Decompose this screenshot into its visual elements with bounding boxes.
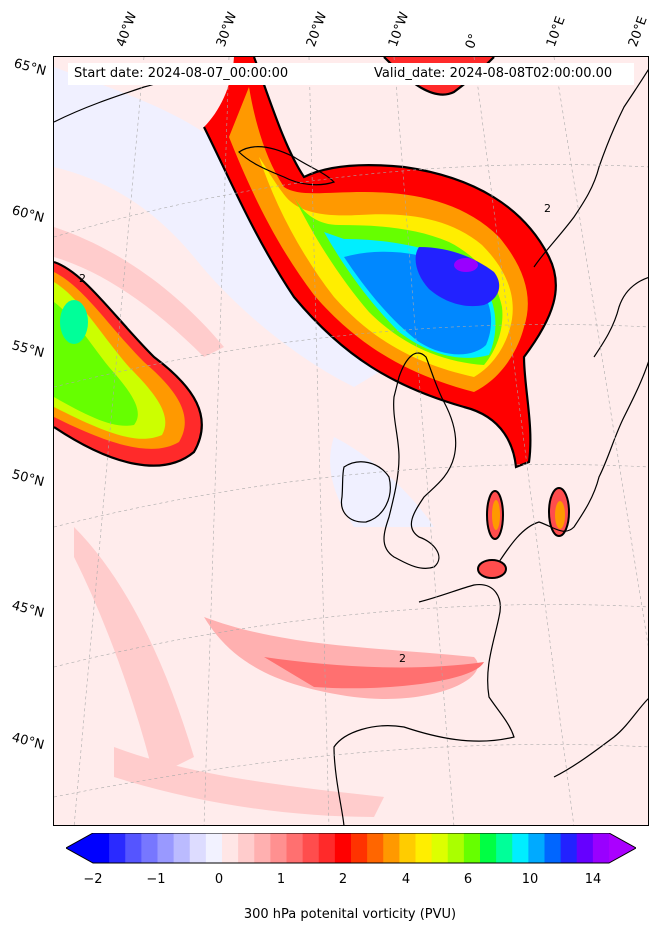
lon-label: 10°E: [543, 14, 569, 50]
graticule: [54, 57, 648, 825]
lon-label: 10°W: [385, 10, 413, 49]
colorbar-segment: [544, 833, 562, 863]
contour-label: 2: [399, 652, 406, 665]
colorbar-tick: 1: [276, 872, 286, 887]
colorbar-segment: [125, 833, 142, 863]
colorbar-segment: [367, 833, 384, 863]
low-pv-region-uk: [330, 437, 434, 527]
main-pv-trough-core: [415, 247, 500, 307]
lat-label: 50°N: [10, 467, 46, 491]
lon-label: 0°: [462, 31, 483, 51]
colorbar-segment: [496, 833, 513, 863]
colorbar-tick: −2: [83, 872, 103, 887]
pv-streak-nw: [54, 227, 224, 357]
lon-label: 30°W: [213, 10, 241, 49]
norway-coast: [533, 69, 648, 268]
pv-cutoff-north-sea-core: [492, 500, 500, 530]
colorbar: [66, 833, 636, 864]
colorbar-tick: −1: [146, 872, 166, 887]
coastlines: [54, 69, 648, 825]
colorbar-segment: [205, 833, 223, 863]
western-pv-max: [60, 300, 88, 344]
colorbar-segment: [93, 833, 110, 863]
ireland-coast: [340, 461, 391, 523]
colorbar-segment: [270, 833, 287, 863]
colorbar-tick: 10: [521, 872, 539, 887]
colorbar-segment: [383, 833, 400, 863]
pv-streak-core: [264, 657, 484, 689]
colorbar-segment: [592, 833, 610, 863]
colorbar-segment: [351, 833, 368, 863]
contour-label: 2: [544, 202, 551, 215]
colorbar-segment: [318, 833, 336, 863]
lon-label: 20°W: [303, 10, 331, 49]
start-date-label: Start date: 2024-08-07_00:00:00: [74, 66, 289, 81]
pv-maximum: [454, 258, 478, 272]
colorbar-segment: [463, 833, 481, 863]
france-iberia-coast: [333, 584, 515, 825]
colorbar-segment: [173, 833, 191, 863]
colorbar-tick: 0: [214, 872, 224, 887]
lat-label: 55°N: [10, 338, 46, 362]
colorbar-segment: [254, 833, 271, 863]
mediterranean-coast: [553, 698, 648, 778]
lat-label: 40°N: [10, 730, 46, 754]
colorbar-under-arrow: [66, 833, 93, 863]
lat-label: 45°N: [10, 598, 46, 622]
great-britain-coast: [383, 352, 457, 569]
colorbar-tick: 4: [401, 872, 411, 887]
north-europe-coast: [498, 361, 648, 563]
colorbar-segment: [399, 833, 416, 863]
colorbar-tick: 2: [338, 872, 348, 887]
iceland-coast: [238, 145, 336, 186]
colorbar-tick: 6: [463, 872, 473, 887]
colorbar-segment: [302, 833, 320, 863]
pv-streak-south: [114, 747, 384, 817]
lat-label: 65°N: [12, 56, 48, 80]
pv-field-map: 2 2 2: [54, 57, 648, 825]
colorbar-segment: [576, 833, 594, 863]
colorbar-segment: [528, 833, 545, 863]
colorbar-outline: [66, 833, 636, 864]
colorbar-segment: [480, 833, 497, 863]
pv-cutoff-channel: [477, 559, 507, 579]
colorbar-segment: [157, 833, 175, 863]
lon-label: 20°E: [625, 14, 651, 50]
lat-label: 60°N: [10, 203, 46, 227]
pv-streak-west: [74, 527, 194, 777]
colorbar-segment: [109, 833, 126, 863]
valid-date-label: Valid_date: 2024-08-08T02:00:00.00: [374, 66, 613, 81]
sweden-coast: [593, 277, 648, 358]
colorbar-segment: [222, 833, 239, 863]
colorbar-segment: [189, 833, 207, 863]
colorbar-segment: [415, 833, 433, 863]
lon-label: 40°W: [113, 10, 141, 49]
colorbar-segment: [560, 833, 578, 863]
colorbar-over-arrow: [609, 833, 636, 863]
colorbar-segment: [334, 833, 352, 863]
colorbar-segment: [512, 833, 529, 863]
colorbar-segment: [238, 833, 255, 863]
pv-2-contour-west: [54, 260, 203, 467]
contour-label: 2: [79, 272, 86, 285]
pv-cutoff-baltic-core: [555, 501, 565, 529]
header-band: [68, 63, 634, 85]
colorbar-segment: [447, 833, 465, 863]
colorbar-tick: 14: [584, 872, 602, 887]
colorbar-segment: [141, 833, 158, 863]
colorbar-label: 300 hPa potenital vorticity (PVU): [243, 907, 457, 922]
map-panel: 2 2 2: [53, 56, 649, 826]
colorbar-segment: [286, 833, 304, 863]
colorbar-segment: [431, 833, 449, 863]
